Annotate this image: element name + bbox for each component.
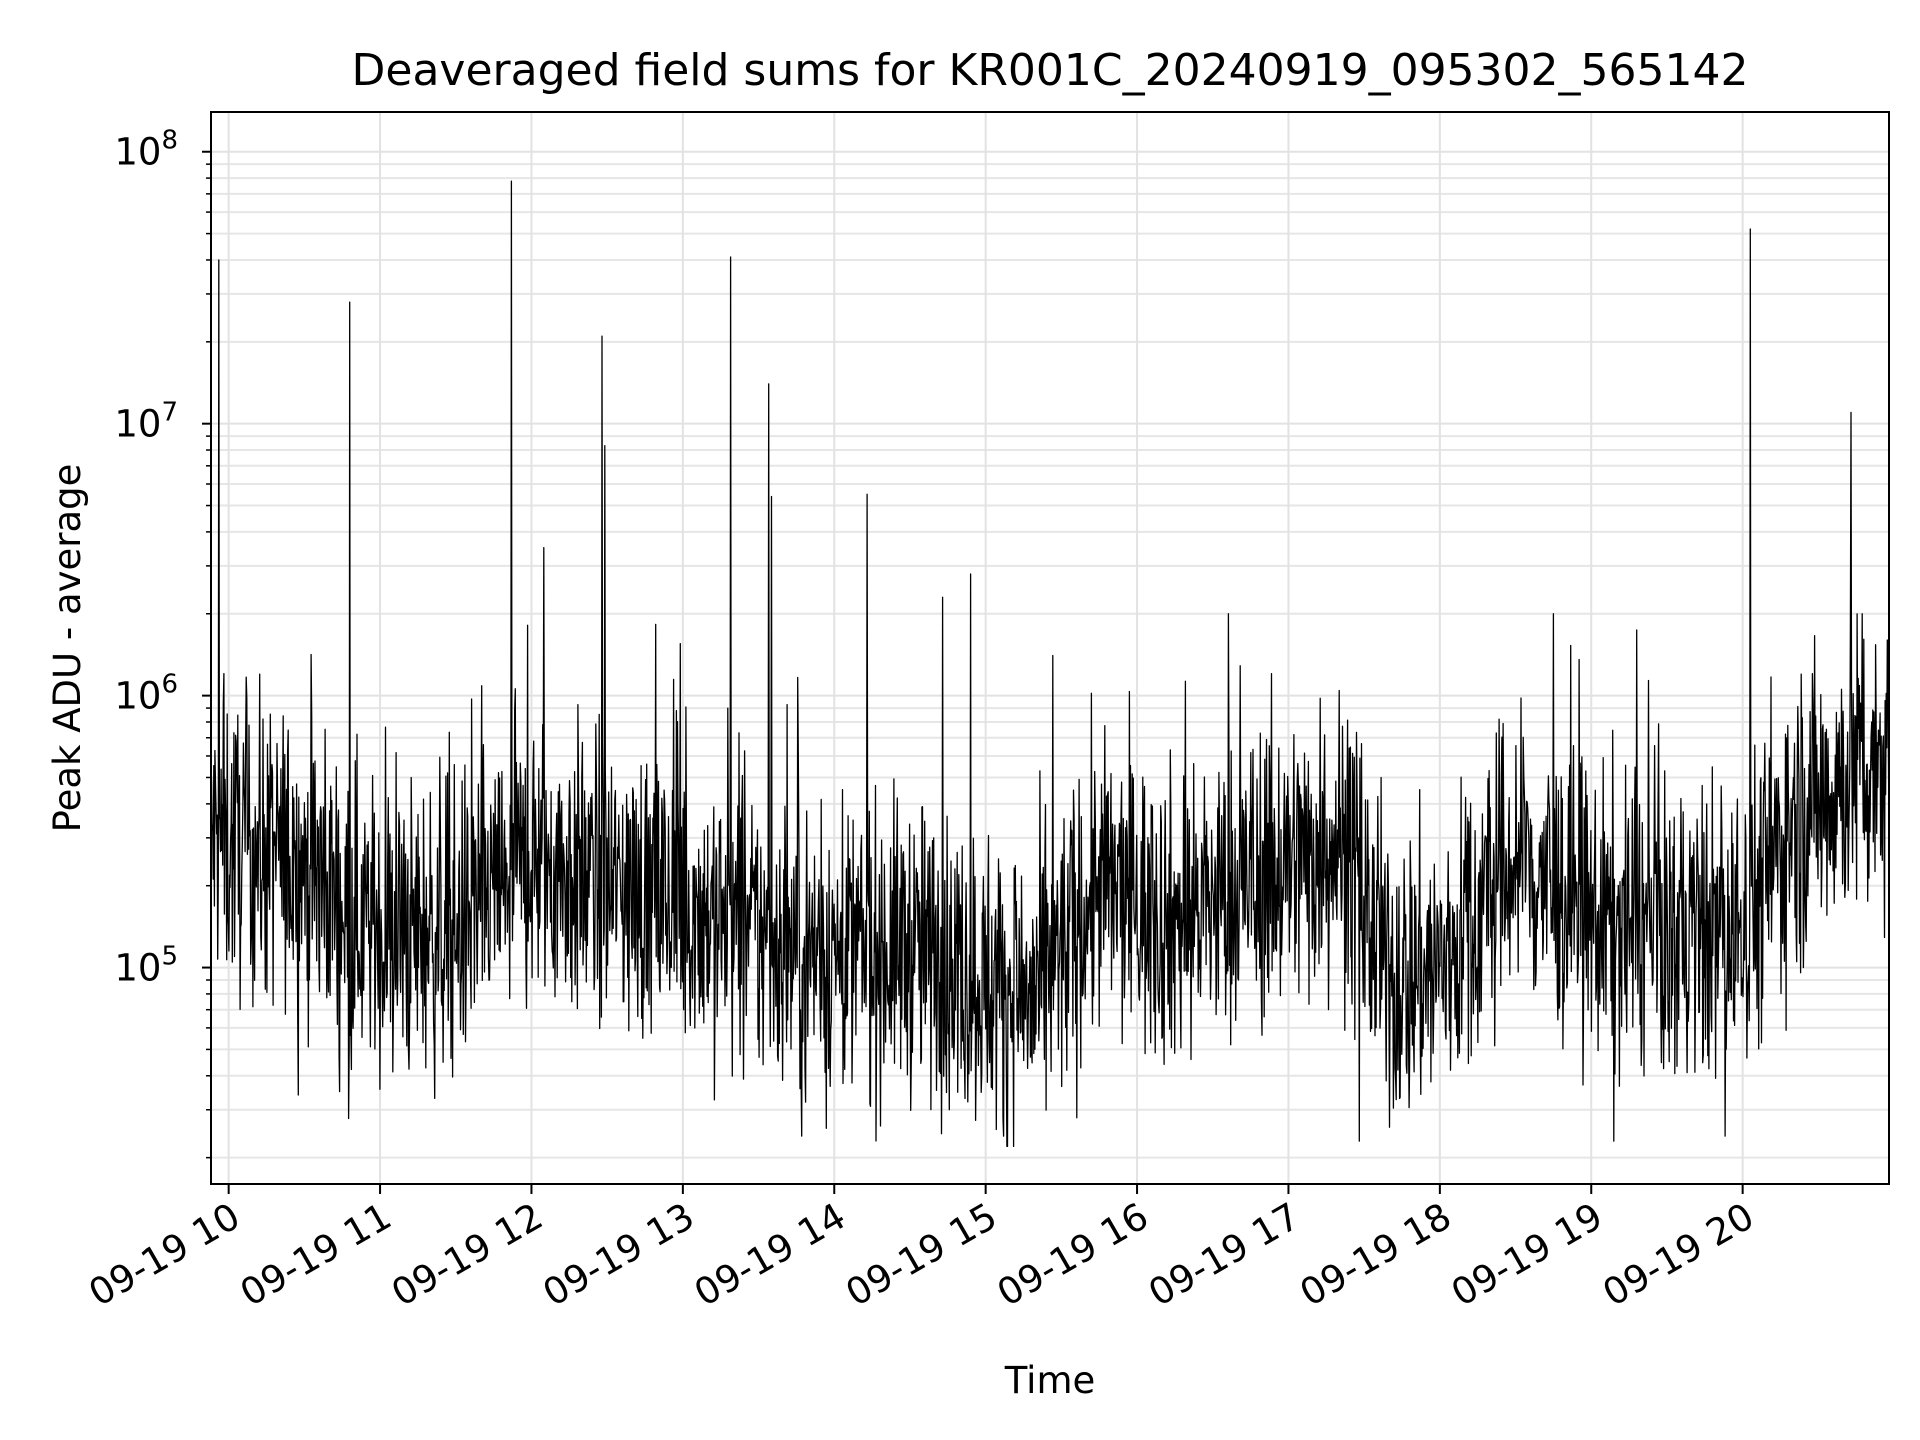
y-tick-label: 106 xyxy=(114,670,178,718)
series-group xyxy=(210,180,1890,1148)
series-line xyxy=(210,180,1890,1148)
plot-frame xyxy=(210,111,1890,1185)
x-axis-label: Time xyxy=(1004,1359,1096,1402)
y-tick-label-base: 10 xyxy=(114,675,161,718)
y-tick-label: 107 xyxy=(114,398,178,446)
y-tick-label-base: 10 xyxy=(114,947,161,990)
y-tick-label: 108 xyxy=(114,126,178,174)
y-tick-label-base: 10 xyxy=(114,131,161,174)
y-tick-label-exponent: 7 xyxy=(161,398,178,428)
y-tick-label-exponent: 8 xyxy=(161,126,178,156)
y-tick-label-exponent: 6 xyxy=(161,670,178,700)
y-tick-label-base: 10 xyxy=(114,403,161,446)
chart-title: Deaveraged field sums for KR001C_2024091… xyxy=(352,45,1749,96)
y-axis-label: Peak ADU - average xyxy=(46,464,89,833)
y-tick-label: 105 xyxy=(114,942,178,990)
y-tick-label-exponent: 5 xyxy=(161,942,178,972)
